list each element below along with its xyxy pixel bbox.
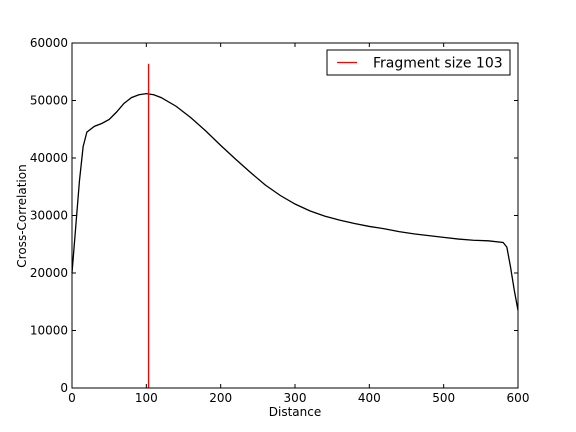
y-tick-label: 40000 [30,151,68,165]
x-tick-label: 400 [358,391,381,405]
y-tick-label: 10000 [30,324,68,338]
y-axis-label: Cross-Correlation [15,164,29,267]
y-tick-label: 20000 [30,266,68,280]
x-tick-label: 0 [68,391,76,405]
series-line [71,92,519,311]
x-tick-label: 100 [135,391,158,405]
y-tick-label: 0 [60,381,68,395]
y-tick-label: 60000 [30,36,68,50]
x-tick-label: 300 [284,391,307,405]
x-tick-label: 500 [432,391,455,405]
legend-label: Fragment size 103 [373,56,503,72]
x-tick-label: 200 [209,391,232,405]
y-tick-label: 50000 [30,94,68,108]
x-axis-label: Distance [269,405,321,419]
y-tick-label: 30000 [30,209,68,223]
x-tick-label: 600 [507,391,530,405]
legend-box [326,49,511,76]
